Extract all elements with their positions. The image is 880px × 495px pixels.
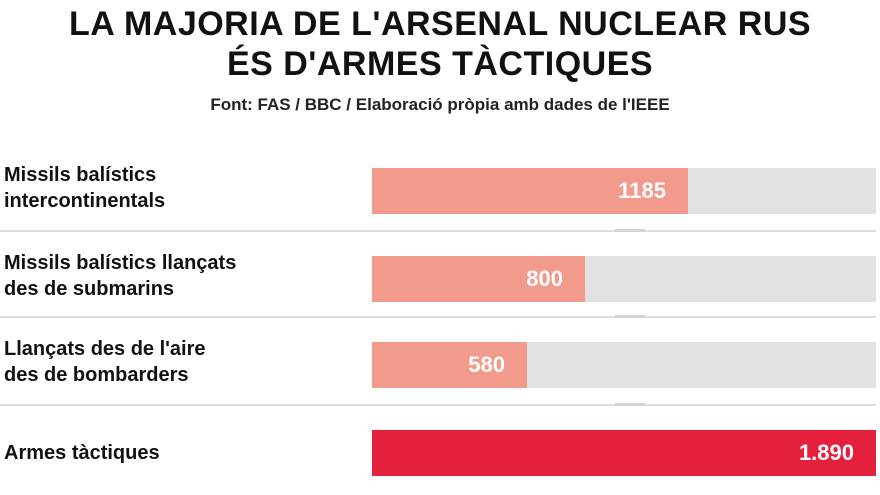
bar-track: 1185 — [372, 168, 876, 214]
bar-label-line: Missils balístics — [4, 164, 157, 186]
bar-strategic — [372, 342, 527, 388]
bar-label-line: des de bombarders — [4, 364, 189, 386]
row-divider — [0, 404, 876, 406]
chart-title: LA MAJORIA DE L'ARSENAL NUCLEAR RUS ÉS D… — [0, 4, 880, 84]
bar-strategic — [372, 168, 688, 214]
divider-tick — [615, 229, 645, 232]
chart-source: Font: FAS / BBC / Elaboració pròpia amb … — [210, 95, 670, 114]
bar-track: 1.890 — [372, 430, 876, 476]
bar-value-label: 800 — [526, 266, 563, 291]
bar-label-line: Llançats des de l'aire — [4, 338, 206, 360]
bar-label: Missils balístics llançats des de submari… — [4, 250, 364, 302]
row-divider — [0, 230, 876, 232]
bar-chart: Missils balístics intercontinentals 1185 Mi… — [0, 150, 880, 490]
bar-value-label: 1185 — [618, 178, 666, 203]
chart-title-line2: ÉS D'ARMES TÀCTIQUES — [226, 45, 654, 83]
bar-label: Armes tàctiques — [4, 440, 364, 466]
bar-label-line: Missils balístics llançats — [4, 252, 237, 274]
bar-track: 580 — [372, 342, 876, 388]
bar-tactical — [372, 430, 876, 476]
bar-label-line: intercontinentals — [4, 190, 166, 212]
bar-label-line: Armes tàctiques — [4, 442, 160, 464]
bar-label-line: des de submarins — [4, 278, 175, 300]
divider-tick — [615, 315, 645, 318]
bar-track: 800 — [372, 256, 876, 302]
bar-strategic — [372, 256, 585, 302]
bar-value-label: 580 — [468, 352, 505, 377]
bar-value-label: 1.890 — [798, 440, 854, 465]
bar-label: Missils balístics intercontinentals — [4, 162, 364, 214]
divider-tick — [615, 403, 645, 406]
row-divider — [0, 316, 876, 318]
chart-title-line1: LA MAJORIA DE L'ARSENAL NUCLEAR RUS — [68, 5, 812, 43]
bar-label: Llançats des de l'aire des de bombarders — [4, 336, 364, 388]
